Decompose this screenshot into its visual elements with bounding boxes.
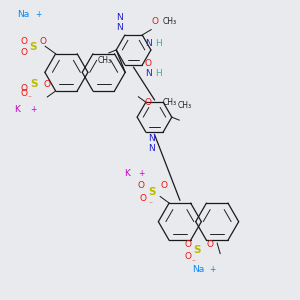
Text: +: + (30, 105, 36, 114)
Text: +: + (35, 10, 41, 19)
Text: O: O (20, 49, 27, 58)
Text: O: O (184, 240, 191, 249)
Text: O: O (44, 80, 51, 89)
Text: N: N (117, 13, 123, 22)
Text: H: H (155, 69, 161, 78)
Text: O: O (145, 59, 152, 68)
Text: ⁻: ⁻ (28, 93, 31, 102)
Text: S: S (193, 245, 201, 255)
Text: O: O (140, 194, 147, 203)
Text: K: K (124, 169, 130, 178)
Text: N: N (117, 23, 123, 32)
Text: O: O (184, 251, 191, 260)
Text: O: O (20, 89, 27, 98)
Text: +: + (209, 265, 215, 274)
Text: N: N (148, 134, 155, 142)
Text: O: O (152, 17, 158, 26)
Text: S: S (148, 187, 155, 197)
Text: CH₃: CH₃ (163, 17, 177, 26)
Text: N: N (148, 144, 155, 153)
Text: CH₃: CH₃ (97, 56, 111, 65)
Text: O: O (20, 37, 27, 46)
Text: O: O (137, 181, 145, 190)
Text: N: N (145, 40, 152, 49)
Text: H: H (155, 40, 161, 49)
Text: ⁻: ⁻ (148, 199, 152, 208)
Text: S: S (29, 42, 37, 52)
Text: S: S (31, 79, 38, 89)
Text: Na: Na (192, 265, 204, 274)
Text: O: O (20, 84, 27, 93)
Text: O: O (145, 98, 152, 107)
Text: +: + (139, 169, 145, 178)
Text: CH₃: CH₃ (178, 101, 192, 110)
Text: O: O (160, 181, 167, 190)
Text: ⁻: ⁻ (192, 257, 196, 266)
Text: K: K (14, 105, 20, 114)
Text: CH₃: CH₃ (163, 98, 177, 107)
Text: O: O (40, 37, 46, 46)
Text: O: O (206, 240, 213, 249)
Text: Na: Na (17, 10, 29, 19)
Text: N: N (145, 69, 152, 78)
